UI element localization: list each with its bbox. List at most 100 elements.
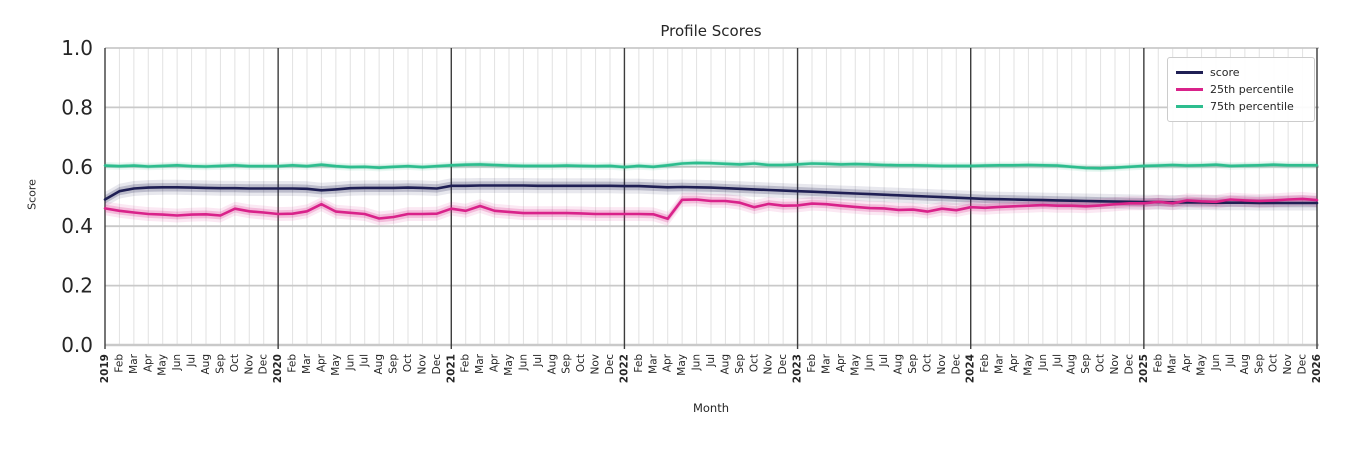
- x-tick-label: Jun: [517, 354, 529, 371]
- legend-entry-75th-percentile: 75th percentile: [1174, 98, 1306, 115]
- x-tick-label: Oct: [921, 354, 933, 372]
- x-tick-label: Jun: [864, 354, 876, 371]
- x-tick-label: Dec: [1297, 354, 1309, 375]
- legend-label-25th-percentile: 25th percentile: [1210, 83, 1294, 96]
- x-tick-label: Feb: [460, 354, 472, 373]
- x-tick-label: Sep: [561, 354, 573, 374]
- x-tick-label: Sep: [907, 354, 919, 374]
- x-tick-label: 2019: [99, 354, 111, 383]
- x-tick-label: 2026: [1311, 354, 1323, 383]
- y-axis-label: Score: [25, 179, 39, 210]
- x-tick-label: 2025: [1138, 354, 1150, 383]
- y-tick-label: 0.8: [61, 95, 93, 119]
- x-tick-label: Jul: [1051, 354, 1063, 368]
- y-tick-label: 0.6: [61, 155, 93, 179]
- x-tick-label: May: [157, 354, 169, 376]
- x-tick-label: May: [676, 354, 688, 376]
- x-tick-label: Jul: [1224, 354, 1236, 368]
- x-tick-label: May: [849, 354, 861, 376]
- x-tick-label: Nov: [936, 354, 948, 375]
- x-tick-label: Dec: [431, 354, 443, 375]
- x-tick-label: Aug: [373, 354, 385, 375]
- legend: score 25th percentile 75th percentile: [1167, 57, 1315, 122]
- x-tick-label: Oct: [402, 354, 414, 372]
- score-line-swatch: [1176, 71, 1203, 74]
- x-tick-label: Mar: [474, 353, 486, 373]
- x-tick-label: May: [330, 354, 342, 376]
- x-tick-label: May: [1196, 354, 1208, 376]
- legend-label-75th-percentile: 75th percentile: [1210, 100, 1294, 113]
- x-tick-label: Jul: [878, 354, 890, 368]
- x-tick-label: Aug: [546, 354, 558, 375]
- x-tick-label: Mar: [820, 353, 832, 373]
- x-tick-label: Sep: [388, 354, 400, 374]
- x-tick-label: Jul: [359, 354, 371, 368]
- x-tick-label: Aug: [893, 354, 905, 375]
- x-tick-label: Dec: [604, 354, 616, 375]
- x-tick-label: Sep: [214, 354, 226, 374]
- x-tick-label: Oct: [1095, 354, 1107, 372]
- x-tick-label: Apr: [835, 353, 847, 372]
- x-tick-label: Nov: [243, 354, 255, 375]
- x-tick-label: Nov: [590, 354, 602, 375]
- x-tick-label: Dec: [1123, 354, 1135, 375]
- y-tick-label: 0.0: [61, 333, 93, 357]
- y-tick-label: 0.2: [61, 274, 93, 298]
- 75th-percentile-line-swatch: [1176, 105, 1203, 108]
- x-tick-label: Oct: [229, 354, 241, 372]
- x-tick-label: Apr: [1181, 353, 1193, 372]
- x-tick-label: Feb: [633, 354, 645, 373]
- x-tick-label: 2023: [792, 354, 804, 383]
- x-tick-label: Feb: [113, 354, 125, 373]
- x-tick-label: Feb: [287, 354, 299, 373]
- x-tick-label: Dec: [950, 354, 962, 375]
- x-tick-label: Oct: [748, 354, 760, 372]
- legend-entry-score: score: [1174, 64, 1306, 81]
- x-tick-label: Aug: [1239, 354, 1251, 375]
- x-tick-label: Jun: [171, 354, 183, 371]
- x-tick-label: Sep: [1080, 354, 1092, 374]
- chart-title: Profile Scores: [660, 22, 762, 40]
- x-tick-label: Nov: [1282, 354, 1294, 375]
- x-tick-label: Apr: [142, 353, 154, 372]
- x-tick-label: 2024: [965, 354, 977, 383]
- x-tick-label: 2021: [445, 354, 457, 383]
- x-tick-label: Jun: [691, 354, 703, 371]
- y-tick-label: 1.0: [61, 36, 93, 60]
- x-tick-label: Aug: [200, 354, 212, 375]
- x-tick-label: Jun: [1037, 354, 1049, 371]
- x-tick-label: Nov: [763, 354, 775, 375]
- x-tick-label: Apr: [489, 353, 501, 372]
- x-tick-label: Apr: [315, 353, 327, 372]
- x-tick-label: Nov: [416, 354, 428, 375]
- legend-entry-25th-percentile: 25th percentile: [1174, 81, 1306, 98]
- x-tick-label: May: [1022, 354, 1034, 376]
- x-tick-label: Feb: [979, 354, 991, 373]
- x-tick-label: Sep: [734, 354, 746, 374]
- x-tick-label: Oct: [575, 354, 587, 372]
- x-tick-label: Mar: [994, 353, 1006, 373]
- x-tick-label: Feb: [806, 354, 818, 373]
- x-tick-label: Aug: [1066, 354, 1078, 375]
- x-tick-label: Mar: [647, 353, 659, 373]
- x-tick-label: Feb: [1152, 354, 1164, 373]
- legend-label-score: score: [1210, 66, 1240, 79]
- x-tick-label: Jul: [705, 354, 717, 368]
- x-tick-label: Sep: [1253, 354, 1265, 374]
- x-tick-label: Jun: [1210, 354, 1222, 371]
- x-tick-label: Mar: [128, 353, 140, 373]
- x-tick-label: Aug: [719, 354, 731, 375]
- x-tick-label: Jun: [344, 354, 356, 371]
- y-tick-label: 0.4: [61, 214, 93, 238]
- x-axis-label: Month: [692, 401, 730, 415]
- 25th-percentile-line-swatch: [1176, 88, 1203, 91]
- x-tick-label: Apr: [1008, 353, 1020, 372]
- x-tick-label: Nov: [1109, 354, 1121, 375]
- x-tick-label: Dec: [777, 354, 789, 375]
- x-tick-label: 2022: [618, 354, 630, 383]
- x-tick-label: Oct: [1268, 354, 1280, 372]
- x-tick-label: Dec: [258, 354, 270, 375]
- x-tick-label: Apr: [662, 353, 674, 372]
